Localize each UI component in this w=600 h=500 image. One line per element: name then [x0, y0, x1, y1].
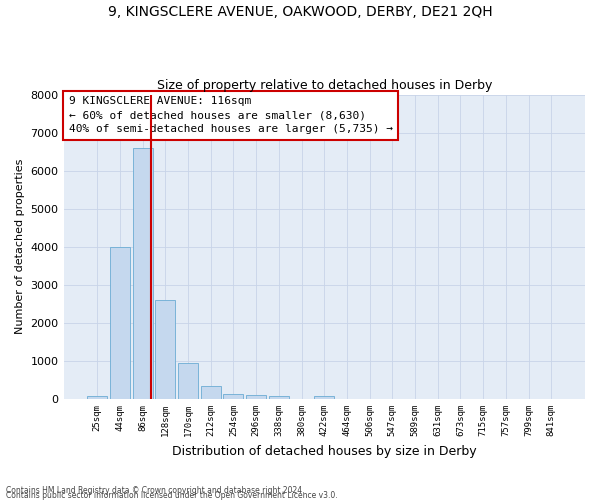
Bar: [133, 148, 152, 399]
Bar: [269, 396, 289, 399]
Bar: [201, 386, 221, 399]
Text: 9, KINGSCLERE AVENUE, OAKWOOD, DERBY, DE21 2QH: 9, KINGSCLERE AVENUE, OAKWOOD, DERBY, DE…: [107, 5, 493, 19]
Text: 9 KINGSCLERE AVENUE: 116sqm
← 60% of detached houses are smaller (8,630)
40% of : 9 KINGSCLERE AVENUE: 116sqm ← 60% of det…: [69, 96, 393, 134]
X-axis label: Distribution of detached houses by size in Derby: Distribution of detached houses by size …: [172, 444, 476, 458]
Y-axis label: Number of detached properties: Number of detached properties: [15, 159, 25, 334]
Bar: [178, 363, 198, 399]
Bar: [314, 396, 334, 399]
Bar: [246, 395, 266, 399]
Bar: [223, 394, 244, 399]
Text: Contains public sector information licensed under the Open Government Licence v3: Contains public sector information licen…: [6, 490, 338, 500]
Bar: [110, 247, 130, 399]
Bar: [87, 396, 107, 399]
Bar: [155, 300, 175, 399]
Text: Contains HM Land Registry data © Crown copyright and database right 2024.: Contains HM Land Registry data © Crown c…: [6, 486, 305, 495]
Title: Size of property relative to detached houses in Derby: Size of property relative to detached ho…: [157, 79, 492, 92]
